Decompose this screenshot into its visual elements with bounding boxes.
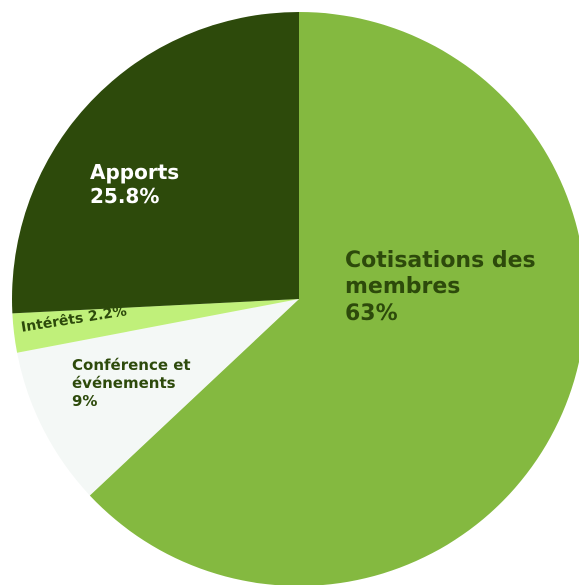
value-label: 63% <box>345 300 398 326</box>
slice-label: Conférence et événements 9% <box>72 356 232 410</box>
pie-slice <box>89 12 579 585</box>
category-label: Apports <box>90 160 180 184</box>
slice-label: Apports 25.8% <box>90 160 240 208</box>
category-label: Cotisations des membres <box>345 248 536 300</box>
pie-slice <box>17 299 300 496</box>
value-label: 9% <box>72 392 98 410</box>
pie-slice <box>12 299 300 353</box>
category-label: Conférence et événements <box>72 356 191 392</box>
value-label: 25.8% <box>90 184 160 208</box>
slice-label: Cotisations des membres 63% <box>345 248 545 327</box>
pie-slice <box>12 12 300 314</box>
